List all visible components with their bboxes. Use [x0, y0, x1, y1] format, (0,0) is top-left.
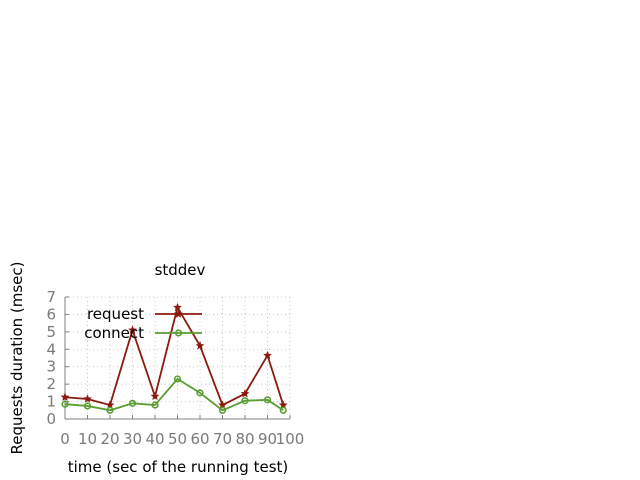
y-tick-label: 5 [46, 323, 56, 341]
data-point-connect [196, 389, 204, 397]
data-point-request [263, 350, 272, 360]
data-point-connect [263, 396, 272, 404]
x-tick-label: 30 [123, 430, 142, 448]
data-point-connect [83, 402, 92, 410]
data-point-connect [279, 406, 287, 414]
data-point-connect [61, 400, 69, 408]
data-point-request [83, 394, 92, 403]
x-axis-label: time (sec of the running test) [68, 458, 289, 476]
data-point-connect [173, 375, 182, 383]
y-tick-label: 3 [46, 358, 56, 376]
data-point-connect [241, 397, 249, 405]
y-tick-label: 1 [46, 393, 56, 411]
data-point-request [128, 325, 137, 334]
x-tick-label: 50 [168, 430, 187, 448]
data-point-connect [151, 401, 159, 409]
x-tick-label: 0 [60, 430, 70, 448]
y-tick-label: 6 [46, 305, 56, 323]
series-layer [60, 302, 288, 414]
data-point-request [150, 391, 160, 401]
legend-label-request: request [87, 305, 144, 323]
legend-marker-request [174, 309, 183, 318]
x-tick-label: 80 [235, 430, 254, 448]
x-tick-label: 70 [213, 430, 232, 448]
y-tick-label: 0 [46, 410, 56, 428]
x-tick-label: 40 [145, 430, 164, 448]
x-tick-label: 20 [100, 430, 119, 448]
x-tick-label: 10 [78, 430, 97, 448]
y-tick-label: 4 [46, 340, 56, 358]
legend-marker-connect [174, 329, 183, 337]
x-tick-label: 60 [190, 430, 209, 448]
y-tick-label: 2 [46, 375, 56, 393]
data-point-connect [106, 406, 114, 414]
x-tick-label: 90 [258, 430, 277, 448]
x-tick-label: 100 [276, 430, 305, 448]
y-tick-label: 7 [46, 288, 56, 306]
data-point-request [195, 341, 205, 350]
data-point-request [60, 392, 70, 401]
data-point-request [173, 302, 182, 312]
series-line-connect [64, 377, 284, 412]
data-point-connect [218, 406, 227, 414]
legend-label-connect: connect [84, 324, 144, 342]
data-point-connect [128, 399, 137, 407]
chart-title: stddev [155, 261, 206, 279]
y-axis-label: Requests duration (msec) [8, 261, 26, 454]
data-point-request [240, 389, 250, 398]
grid [64, 296, 291, 420]
